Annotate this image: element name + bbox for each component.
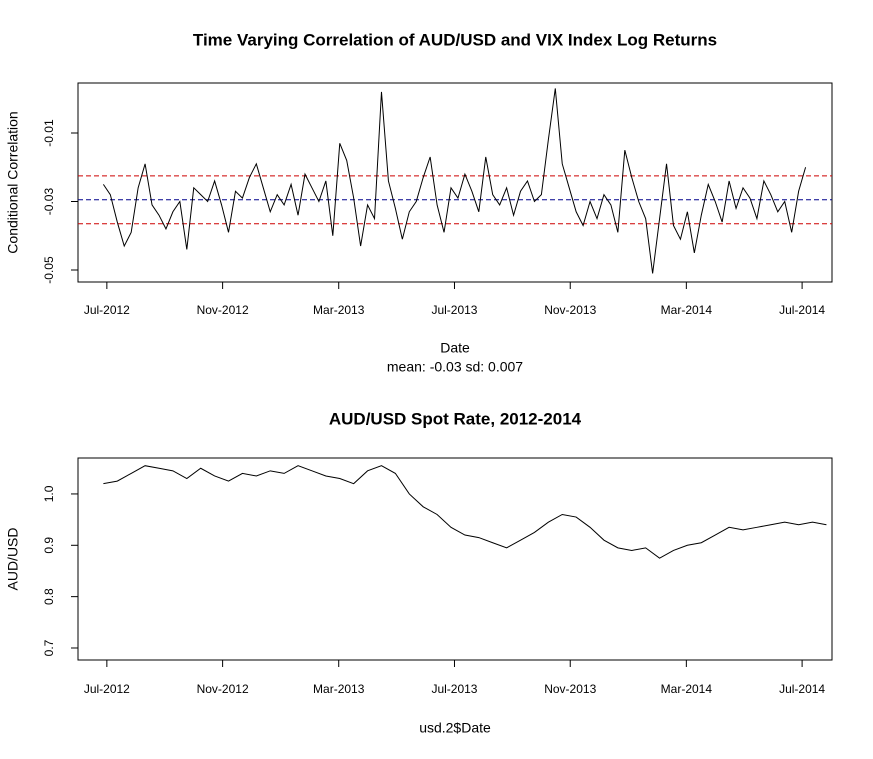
- x-tick-label: Mar-2014: [661, 682, 713, 696]
- y-axis-label: AUD/USD: [5, 527, 21, 590]
- x-axis-label: usd.2$Date: [419, 720, 491, 736]
- x-tick-label: Jul-2012: [84, 682, 130, 696]
- chart-title: AUD/USD Spot Rate, 2012-2014: [329, 409, 582, 428]
- x-tick-label: Jul-2012: [84, 303, 130, 317]
- x-tick-label: Mar-2013: [313, 682, 365, 696]
- x-tick-label: Mar-2013: [313, 303, 365, 317]
- data-line: [103, 465, 827, 559]
- x-tick-label: Jul-2013: [431, 682, 477, 696]
- chart-title: Time Varying Correlation of AUD/USD and …: [193, 30, 717, 49]
- plot-frame: [77, 82, 833, 283]
- x-tick-label: Nov-2013: [544, 682, 596, 696]
- data-line: [102, 88, 807, 274]
- subtitle: mean: -0.03 sd: 0.007: [387, 359, 523, 375]
- y-tick-label: -0.05: [42, 256, 56, 284]
- x-tick-label: Nov-2013: [544, 303, 596, 317]
- y-tick-label: 1.0: [42, 485, 56, 502]
- x-tick-label: Jul-2013: [431, 303, 477, 317]
- y-tick-label: 0.9: [42, 537, 56, 554]
- x-tick-label: Nov-2012: [197, 682, 249, 696]
- plot-frame: [77, 457, 833, 661]
- x-tick-label: Mar-2014: [661, 303, 713, 317]
- y-axis-label: Conditional Correlation: [5, 111, 21, 253]
- y-tick-label: 0.8: [42, 588, 56, 605]
- y-tick-label: 0.7: [42, 639, 56, 656]
- x-tick-label: Jul-2014: [779, 303, 825, 317]
- y-tick-label: -0.01: [42, 119, 56, 147]
- x-axis-label: Date: [440, 340, 470, 356]
- x-tick-label: Nov-2012: [197, 303, 249, 317]
- x-tick-label: Jul-2014: [779, 682, 825, 696]
- y-tick-label: -0.03: [42, 188, 56, 216]
